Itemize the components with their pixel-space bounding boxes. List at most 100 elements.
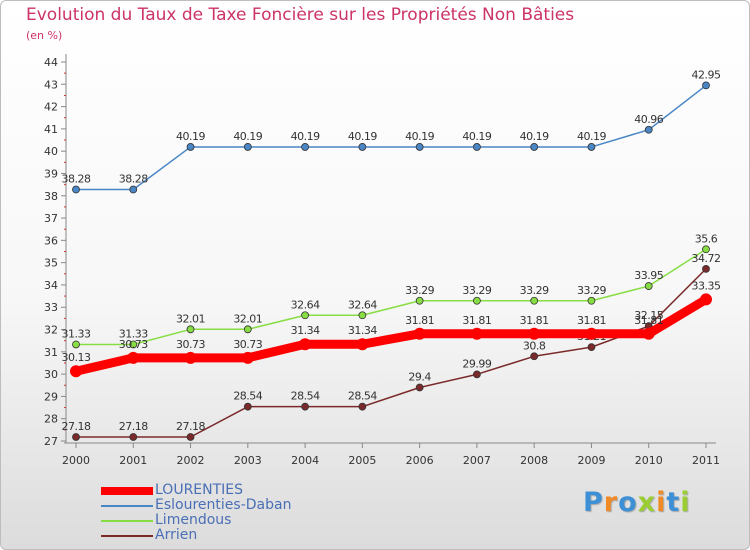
data-label: 31.34 <box>291 324 320 337</box>
legend-label: Eslourenties-Daban <box>155 497 292 513</box>
data-point <box>530 352 539 361</box>
data-point <box>473 370 481 379</box>
data-point <box>70 365 82 378</box>
data-point <box>702 245 710 254</box>
data-label: 40.19 <box>233 130 262 143</box>
y-tick-label: 30 <box>44 368 58 381</box>
logo-letter: o <box>618 487 638 518</box>
data-point <box>530 296 539 305</box>
data-label: 31.34 <box>348 324 377 337</box>
data-label: 28.54 <box>348 390 377 403</box>
data-label: 38.28 <box>62 173 91 186</box>
logo-letter: P <box>583 487 604 518</box>
x-tick-label: 2005 <box>348 454 376 467</box>
y-tick-label: 44 <box>44 56 58 69</box>
data-label: 31.81 <box>405 314 434 327</box>
chart-subtitle: (en %) <box>26 29 63 42</box>
data-point <box>530 143 539 151</box>
legend-swatch <box>101 535 153 537</box>
data-point <box>470 327 483 340</box>
data-label: 28.54 <box>233 390 262 403</box>
data-point <box>243 325 252 334</box>
data-label: 27.18 <box>62 420 91 433</box>
data-label: 40.19 <box>577 130 606 143</box>
y-tick-label: 33 <box>44 301 58 314</box>
y-tick-label: 34 <box>44 279 58 292</box>
legend-label: Arrien <box>155 527 198 543</box>
legend-swatch <box>101 520 153 522</box>
data-label: 29.99 <box>462 357 491 370</box>
data-label: 40.19 <box>348 130 377 143</box>
proxiti-logo: Proxiti <box>583 487 691 518</box>
data-point <box>356 338 369 351</box>
y-tick-label: 36 <box>44 234 58 247</box>
data-label: 32.64 <box>348 298 377 311</box>
data-label: 31.81 <box>462 314 491 327</box>
data-point <box>72 433 80 441</box>
data-label: 33.29 <box>577 284 606 297</box>
data-label: 32.15 <box>634 309 663 322</box>
y-tick-label: 31 <box>44 346 58 359</box>
data-label: 30.73 <box>233 338 262 351</box>
data-point <box>587 143 596 151</box>
y-tick-label: 27 <box>44 435 58 448</box>
x-tick-label: 2001 <box>119 454 147 467</box>
data-label: 31.81 <box>634 314 663 327</box>
x-tick-label: 2000 <box>62 454 90 467</box>
data-point <box>299 338 312 351</box>
data-label: 31.33 <box>119 327 148 340</box>
x-tick-label: 2011 <box>692 454 720 467</box>
data-label: 27.18 <box>176 420 205 433</box>
y-tick-label: 43 <box>44 78 58 91</box>
y-tick-label: 41 <box>44 123 58 136</box>
data-label: 38.28 <box>119 173 148 186</box>
data-point <box>473 143 481 151</box>
data-label: 40.96 <box>634 113 663 126</box>
x-tick-label: 2006 <box>406 454 434 467</box>
data-label: 33.29 <box>462 284 491 297</box>
data-label: 40.19 <box>520 130 549 143</box>
data-point <box>127 351 140 364</box>
x-tick-label: 2004 <box>291 454 319 467</box>
data-label: 40.19 <box>291 130 320 143</box>
x-tick-label: 2010 <box>635 454 663 467</box>
data-label: 31.81 <box>520 314 549 327</box>
y-tick-label: 39 <box>44 167 58 180</box>
legend-swatch <box>101 505 153 507</box>
y-tick-label: 42 <box>44 101 58 114</box>
y-tick-label: 40 <box>44 145 58 158</box>
data-point <box>642 327 655 340</box>
x-tick-label: 2009 <box>577 454 605 467</box>
data-point <box>358 143 367 151</box>
data-label: 30.73 <box>176 338 205 351</box>
legend-label: Limendous <box>155 512 232 528</box>
y-tick-label: 35 <box>44 257 58 270</box>
logo-letter: t <box>666 487 681 518</box>
x-tick-label: 2007 <box>463 454 491 467</box>
data-point <box>241 351 254 364</box>
data-label: 33.29 <box>520 284 549 297</box>
data-label: 42.95 <box>692 68 721 81</box>
legend-label: LOURENTIES <box>155 482 244 498</box>
data-label: 33.29 <box>405 284 434 297</box>
series-line-Eslourenties-Daban <box>75 84 707 191</box>
data-label: 35.6 <box>695 232 718 245</box>
series-line-LOURENTIES <box>71 294 711 376</box>
data-point <box>413 327 426 340</box>
x-tick-label: 2008 <box>520 454 548 467</box>
series-line-Arrien <box>75 268 707 438</box>
y-tick-label: 37 <box>44 212 58 225</box>
y-tick-label: 32 <box>44 324 58 337</box>
data-point <box>587 343 596 352</box>
data-point <box>644 282 653 290</box>
line-chart: 27 28 29 30 31 32 33 34 35 36 37 38 39 40 41 42 43 44 2000… <box>44 54 721 467</box>
data-label: 32.01 <box>176 312 205 325</box>
data-label: 31.33 <box>62 327 91 340</box>
data-label: 40.19 <box>462 130 491 143</box>
data-point <box>129 340 138 349</box>
y-tick-label: 38 <box>44 190 58 203</box>
data-point <box>415 296 424 305</box>
data-point <box>644 125 653 134</box>
data-label: 33.35 <box>692 279 721 292</box>
